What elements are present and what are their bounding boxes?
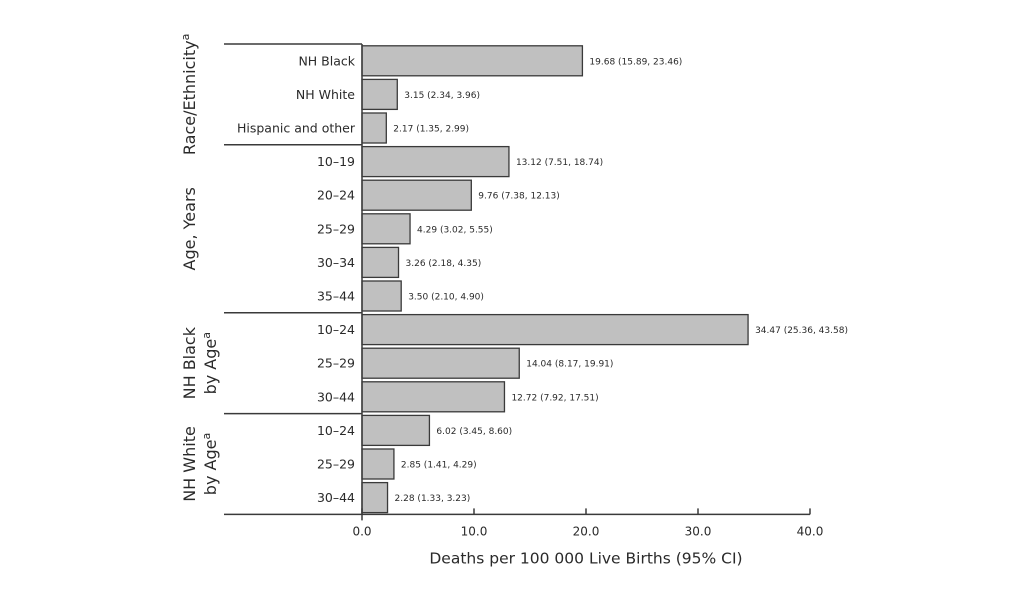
data-label: 13.12 (7.51, 18.74) — [516, 158, 603, 168]
category-label: 30–34 — [317, 255, 355, 270]
bar — [361, 179, 472, 211]
bar — [361, 213, 411, 245]
category-label: 35–44 — [317, 289, 355, 304]
bar — [361, 414, 431, 447]
group-label: NH Black by Agea — [180, 326, 220, 399]
x-axis: 0.0 10.0 20.0 30.0 40.0 — [352, 44, 823, 538]
group-label: NH White by Agea — [180, 426, 220, 502]
group-label: Race/Ethnicitya — [179, 34, 199, 155]
bar — [361, 78, 398, 111]
category-label: 10–24 — [317, 322, 355, 337]
footnote-superscript: a — [179, 34, 192, 41]
group-label-line: Age, Years — [180, 187, 199, 270]
data-label: 34.47 (25.36, 43.58) — [755, 326, 848, 336]
group-label-line: by Agea — [200, 433, 220, 495]
bar — [361, 112, 387, 144]
bar — [361, 313, 749, 346]
category-label: NH White — [296, 87, 355, 102]
category-label: Hispanic and other — [237, 121, 356, 136]
group-label-line: by Agea — [200, 332, 220, 394]
group-label-text: Age, Years — [180, 187, 199, 270]
group-label-text: by Age — [201, 440, 220, 496]
bar — [361, 448, 395, 480]
data-label: 2.17 (1.35, 2.99) — [393, 125, 469, 135]
x-tick-label: 10.0 — [461, 524, 488, 538]
group-label-line: NH Black — [180, 326, 199, 399]
category-label: 25–29 — [317, 221, 355, 236]
data-label: 14.04 (8.17, 19.91) — [526, 360, 613, 370]
data-label: 2.85 (1.41, 4.29) — [401, 461, 477, 471]
data-label: 6.02 (3.45, 8.60) — [436, 427, 512, 437]
data-label: 3.15 (2.34, 3.96) — [404, 91, 480, 101]
bar — [361, 45, 584, 77]
bar — [361, 280, 402, 312]
data-label: 12.72 (7.92, 17.51) — [511, 393, 598, 403]
group-label: Age, Years — [180, 187, 199, 270]
data-label: 3.50 (2.10, 4.90) — [408, 293, 484, 303]
group-label-text: by Age — [201, 339, 220, 395]
data-label: 9.76 (7.38, 12.13) — [478, 192, 559, 202]
x-tick-label: 20.0 — [573, 524, 600, 538]
bar — [361, 381, 506, 413]
bars-layer: NH Black 19.68 (15.89, 23.46) NH White 3.15… — [237, 45, 848, 514]
data-label: 3.26 (2.18, 4.35) — [406, 259, 482, 269]
group-label-text: NH Black — [180, 326, 199, 399]
data-label: 2.28 (1.33, 3.23) — [395, 494, 471, 504]
group-label-text: NH White — [180, 426, 199, 502]
group-label-line: NH White — [180, 426, 199, 502]
group-label-line: Race/Ethnicitya — [179, 34, 199, 155]
x-tick-label: 30.0 — [685, 524, 712, 538]
category-label: 30–44 — [317, 389, 355, 404]
data-label: 4.29 (3.02, 5.55) — [417, 225, 493, 235]
bar — [361, 481, 389, 514]
data-label: 19.68 (15.89, 23.46) — [589, 57, 682, 67]
x-tick-label: 0.0 — [352, 524, 371, 538]
footnote-superscript: a — [200, 433, 213, 440]
bar — [361, 347, 520, 379]
category-label: 10–24 — [317, 423, 355, 438]
group-label-text: Race/Ethnicity — [180, 40, 199, 155]
category-label: NH Black — [298, 53, 355, 68]
x-tick-label: 40.0 — [797, 524, 824, 538]
footnote-superscript: a — [200, 332, 213, 339]
category-label: 25–29 — [317, 457, 355, 472]
category-label: 20–24 — [317, 188, 355, 203]
bar — [361, 246, 400, 279]
x-axis-label: Deaths per 100 000 Live Births (95% CI) — [429, 549, 742, 567]
bar — [361, 145, 510, 178]
category-label: 10–19 — [317, 154, 355, 169]
category-label: 30–44 — [317, 490, 355, 505]
category-label: 25–29 — [317, 356, 355, 371]
